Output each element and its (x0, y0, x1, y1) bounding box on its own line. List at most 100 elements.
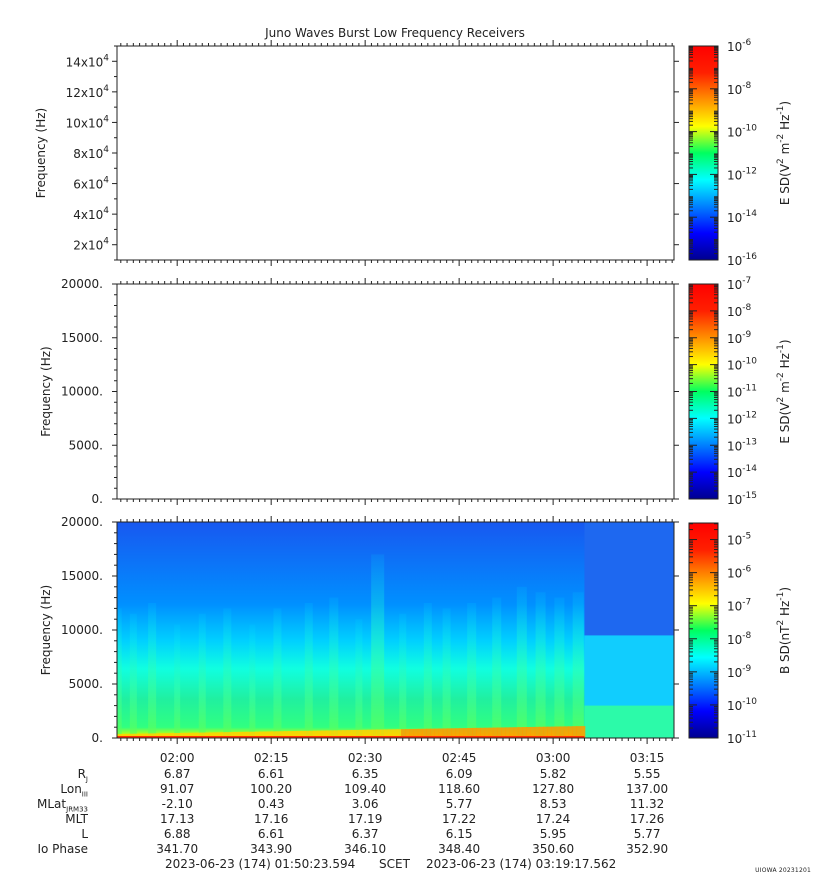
colorbar-tick-exponent: -8 (742, 81, 751, 91)
low-freq-band (125, 733, 131, 738)
low-freq-band (467, 727, 473, 738)
colorbar-tick-base: 10 (727, 278, 742, 292)
colorbar-tick-label: 10-10 (727, 124, 757, 140)
colorbar-tick-label: 10-12 (727, 166, 757, 182)
colorbar-tick-base: 10 (727, 386, 742, 400)
colorbar-tick-exponent: -5 (742, 532, 751, 542)
colorbar-tick-exponent: -11 (742, 730, 757, 740)
low-freq-band (208, 732, 214, 738)
low-freq-band (534, 726, 540, 738)
colorbar-tick-exponent: -11 (742, 384, 757, 394)
colorbar-label-part: -2 (776, 134, 786, 143)
low-freq-band (292, 730, 298, 738)
y-tick-label: 6x104 (73, 176, 109, 192)
low-freq-band (304, 730, 310, 738)
y-axis-label: Frequency (Hz) (34, 108, 48, 199)
low-freq-band (371, 729, 377, 738)
low-freq-band (217, 732, 222, 738)
figure-title: Juno Waves Burst Low Frequency Receivers (264, 26, 525, 40)
low-freq-band (321, 730, 327, 738)
colorbar-tick-base: 10 (727, 534, 742, 548)
colorbar-label-part: Hz (778, 115, 792, 134)
low-freq-band (162, 733, 168, 738)
burst-column (355, 619, 363, 738)
low-freq-band (421, 728, 427, 738)
low-freq-band (317, 730, 323, 738)
colorbar-tick-base: 10 (727, 567, 742, 581)
colorbar-tick-base: 10 (727, 466, 742, 480)
y-tick-exponent: 4 (103, 145, 109, 155)
colorbar (688, 45, 719, 261)
low-freq-band (472, 727, 477, 738)
y-tick-mantissa: 8x10 (73, 147, 103, 161)
low-freq-band (309, 730, 314, 738)
colorbar-tick-label: 10-10 (727, 357, 757, 373)
burst-column (304, 603, 313, 738)
colorbar-tick-label: 10-9 (727, 664, 752, 680)
low-freq-band (492, 727, 498, 738)
colorbar-label: E SD(V2 m-2 Hz-1) (776, 101, 792, 205)
low-freq-band (384, 729, 390, 738)
burst-column (273, 608, 282, 738)
colorbar-label-part: 2 (776, 397, 786, 403)
colorbar-label-part: ) (778, 101, 792, 106)
low-freq-band (359, 729, 364, 738)
low-freq-band (188, 732, 193, 738)
low-freq-band (396, 729, 402, 738)
colorbar-label-part: m (778, 143, 792, 159)
low-freq-band (559, 726, 565, 738)
low-freq-band (167, 733, 172, 738)
low-freq-band (451, 728, 456, 738)
low-freq-band (259, 731, 264, 738)
burst-column (442, 608, 451, 738)
y-tick-label: 12x104 (66, 84, 110, 100)
low-freq-band (476, 727, 481, 738)
colorbar-tick-label: 10-11 (727, 730, 757, 746)
burst-column (371, 554, 385, 738)
colorbar-label-part: 2 (776, 158, 786, 164)
low-freq-band (275, 731, 281, 738)
y-axis-label: Frequency (Hz) (39, 346, 53, 437)
top-e-panel: 2x1044x1046x1048x10410x10412x10414x104Fr… (34, 38, 792, 268)
burst-column (329, 597, 339, 738)
colorbar-label-part: -1 (776, 592, 786, 601)
low-freq-band (463, 728, 469, 738)
colorbar-tick-base: 10 (727, 305, 742, 319)
low-freq-band (434, 728, 440, 738)
uiowa-stamp: UIOWA 20231201 (755, 867, 811, 874)
low-freq-band (568, 726, 573, 738)
y-tick-label: 4x104 (73, 206, 109, 222)
y-tick-exponent: 4 (103, 114, 109, 124)
burst-column (535, 592, 546, 738)
low-freq-band (175, 732, 181, 738)
low-freq-band (438, 728, 444, 738)
y-tick-label: 20000. (61, 515, 103, 529)
colorbar-tick-label: 10-7 (727, 598, 751, 614)
colorbar-tick-label: 10-14 (727, 209, 757, 225)
y-tick-label: 10000. (61, 623, 103, 637)
low-freq-band (505, 727, 511, 738)
low-freq-band (522, 727, 527, 738)
post-data-green (584, 705, 674, 738)
colorbar-tick-base: 10 (727, 439, 742, 453)
y-tick-exponent: 4 (103, 237, 109, 247)
burst-column (129, 613, 137, 738)
y-tick-exponent: 4 (103, 206, 109, 216)
y-tick-mantissa: 2x10 (73, 239, 103, 253)
low-freq-band (417, 728, 423, 738)
colorbar-tick-base: 10 (727, 359, 742, 373)
colorbar-tick-exponent: -8 (742, 303, 751, 313)
low-freq-band (300, 730, 306, 738)
y-tick-mantissa: 4x10 (73, 208, 103, 222)
burst-column (492, 597, 502, 738)
colorbar (688, 522, 719, 739)
colorbar-tick-label: 10-5 (727, 532, 751, 548)
y-tick-label: 0. (92, 731, 103, 745)
y-tick-mantissa: 12x10 (66, 86, 104, 100)
b-burst-layer (117, 522, 674, 738)
colorbar-tick-exponent: -10 (742, 124, 757, 134)
low-freq-band (325, 730, 331, 738)
colorbar-tick-exponent: -16 (742, 252, 757, 262)
low-freq-band (405, 729, 410, 738)
